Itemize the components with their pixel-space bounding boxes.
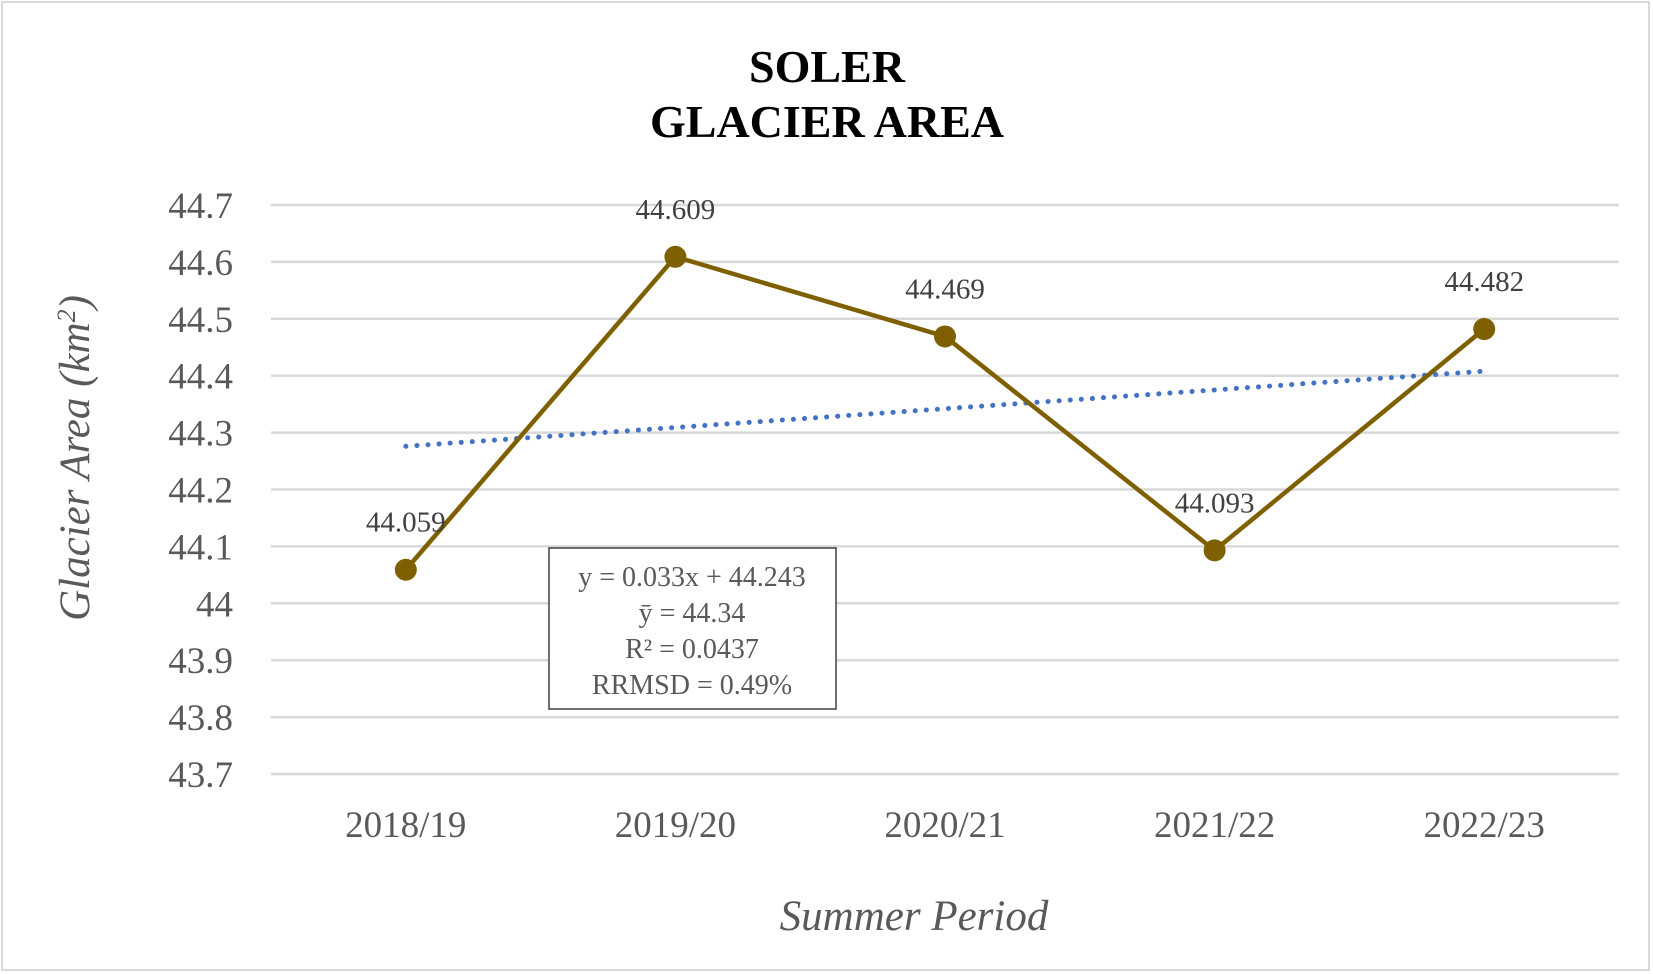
chart-title-line-1: SOLER [749,41,906,92]
data-label: 44.609 [636,194,716,226]
stats-equation: y = 0.033x + 44.243 [578,562,806,593]
data-point [1473,318,1496,341]
y-tick-label: 44.5 [168,300,233,341]
y-tick-label: 43.9 [168,641,233,682]
data-point [394,558,417,581]
gridlines [271,203,1619,776]
y-tick-label: 44.1 [168,527,233,568]
y-tick-label: 44.3 [168,414,233,455]
chart-title-line-2: GLACIER AREA [650,96,1004,147]
y-tick-label: 44 [196,584,233,625]
line-chart: SOLER GLACIER AREA 43.7 43.8 43.9 44 44.1 44.… [52,41,1619,940]
y-tick-label: 44.2 [168,471,233,512]
stats-r-squared: R² = 0.0437 [625,634,759,665]
data-label: 44.059 [366,507,446,539]
y-tick-label: 43.7 [168,755,233,796]
y-axis-tick-labels: 43.7 43.8 43.9 44 44.1 44.2 44.3 44.4 44.5 44.6 44… [168,186,233,796]
data-point [934,325,956,348]
data-point [664,245,687,268]
series-line [394,245,1496,581]
chart-title: SOLER GLACIER AREA [650,41,1004,147]
data-label: 44.093 [1175,487,1255,519]
stats-box: y = 0.033x + 44.243 ȳ = 44.34 R² = 0.043… [548,547,837,710]
y-axis-title-main: Glacier Area (km [52,322,99,621]
y-axis-title: Glacier Area (km2) [52,295,99,621]
trendline [403,368,1487,449]
x-tick-label: 2020/21 [884,805,1005,846]
y-tick-label: 44.4 [168,357,233,398]
y-tick-label: 43.8 [168,698,233,739]
x-tick-label: 2022/23 [1424,805,1545,846]
x-tick-label: 2018/19 [345,805,466,846]
y-axis-title-close: ) [52,295,99,312]
stats-box-border [548,547,837,710]
x-axis-tick-labels: 2018/19 2019/20 2020/21 2021/22 2022/23 [345,805,1545,846]
stats-rrmsd: RRMSD = 0.49% [592,670,792,701]
data-label: 44.469 [905,273,985,305]
data-label: 44.482 [1444,266,1524,298]
stats-mean: ȳ = 44.34 [639,598,746,629]
data-labels: 44.059 44.609 44.469 44.093 44.482 [366,194,1524,539]
y-tick-label: 44.6 [168,243,233,284]
trendline-path [403,368,1487,449]
x-tick-label: 2019/20 [615,805,736,846]
data-point [1203,539,1226,562]
x-axis-title: Summer Period [780,893,1049,940]
y-axis-title-superscript: 2 [52,309,81,322]
y-tick-label: 44.7 [168,186,233,227]
x-tick-label: 2021/22 [1154,805,1275,846]
